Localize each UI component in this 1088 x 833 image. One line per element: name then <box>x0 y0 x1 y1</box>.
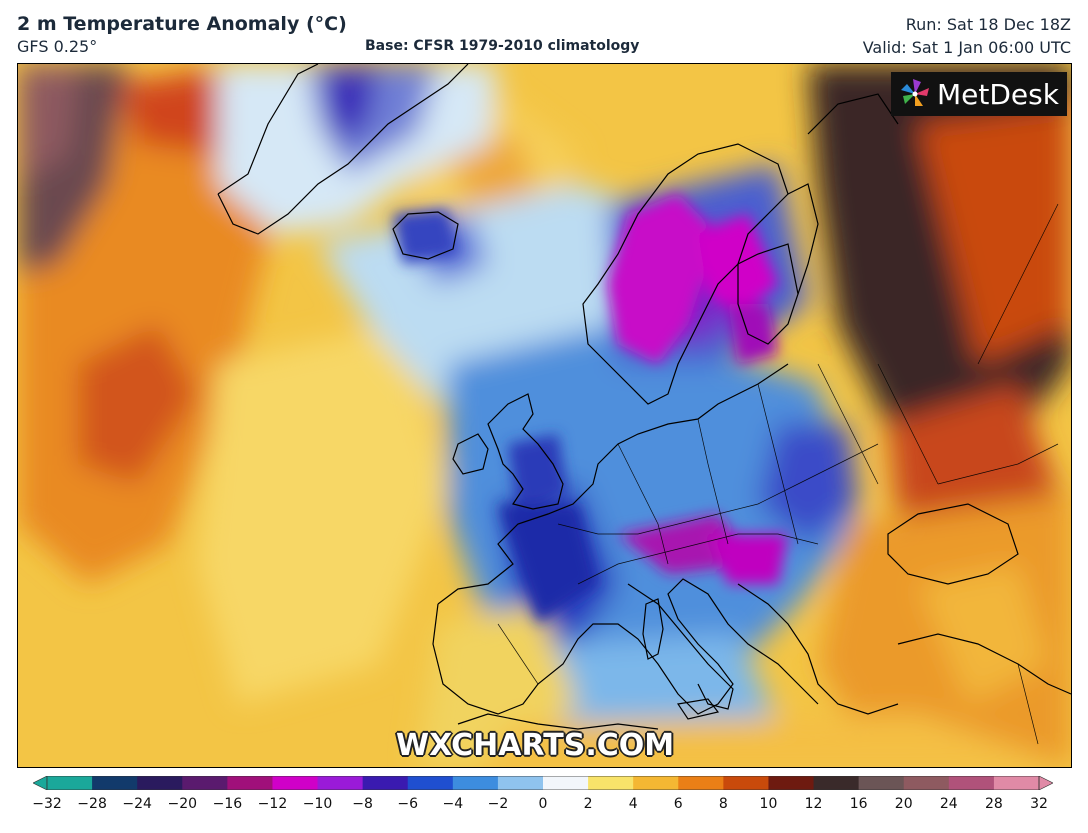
colorbar-segment <box>858 776 905 790</box>
colorbar-segment <box>317 776 364 790</box>
colorbar-tick-label: −16 <box>212 796 243 812</box>
chart-title: 2 m Temperature Anomaly (°C) <box>17 13 347 35</box>
colorbar-segment <box>362 776 409 790</box>
model-label: GFS 0.25° <box>17 37 98 56</box>
colorbar-min-arrow <box>33 776 48 790</box>
colorbar-tick-label: −20 <box>167 796 198 812</box>
logo-text: MetDesk <box>937 77 1059 111</box>
country-borders <box>497 203 1059 745</box>
colorbar-segment <box>588 776 634 790</box>
colorbar-segment <box>768 776 815 790</box>
colorbar-tick-label: 8 <box>718 796 728 812</box>
colorbar-tick-label: 20 <box>894 796 913 812</box>
colorbar-segment <box>678 776 724 790</box>
colorbar-segment <box>497 776 544 790</box>
colorbar-segment <box>407 776 454 790</box>
colorbar-tick-label: 32 <box>1030 796 1048 812</box>
colorbar-segment <box>272 776 319 790</box>
colorbar-segment <box>47 776 93 790</box>
anomaly-map[interactable]: MetDesk WXCHARTS.COM <box>17 63 1072 768</box>
map-canvas <box>18 64 1071 767</box>
colorbar-ticks: −32 −28 −24 −20 −16 −12 −10 −8 −6 −4 −2 0 2 4 6 8 10 12 16… <box>0 796 1088 818</box>
colorbar-segment <box>452 776 499 790</box>
colorbar-tick-label: −2 <box>487 796 509 812</box>
colorbar-segment <box>948 776 995 790</box>
colorbar-segment <box>227 776 273 790</box>
colorbar-tick-label: 4 <box>628 796 638 812</box>
colorbar-tick-label: −24 <box>122 796 152 812</box>
colorbar <box>33 776 1053 790</box>
colorbar-segment <box>633 776 679 790</box>
colorbar-tick-label: 12 <box>804 796 823 812</box>
colorbar-frame <box>46 776 1040 790</box>
colorbar-tick-label: −10 <box>302 796 333 812</box>
colorbar-tick-label: −32 <box>32 796 62 812</box>
colorbar-segment <box>993 776 1040 790</box>
metdesk-logo: MetDesk <box>891 72 1067 116</box>
colorbar-tick-label: 0 <box>538 796 548 812</box>
wxcharts-watermark: WXCHARTS.COM <box>396 728 675 763</box>
colorbar-tick-label: 6 <box>673 796 683 812</box>
colorbar-segment <box>92 776 138 790</box>
colorbar-max-arrow <box>1038 776 1053 790</box>
colorbar-tick-label: −6 <box>397 796 419 812</box>
colorbar-tick-label: −28 <box>77 796 107 812</box>
pinwheel-icon <box>901 79 929 106</box>
colorbar-tick-label: −4 <box>442 796 464 812</box>
colorbar-segment <box>903 776 950 790</box>
valid-time-label: Valid: Sat 1 Jan 06:00 UTC <box>862 38 1071 57</box>
colorbar-tick-label: 16 <box>849 796 868 812</box>
colorbar-tick-label: −8 <box>352 796 373 812</box>
colorbar-tick-label: −12 <box>257 796 288 812</box>
run-time-label: Run: Sat 18 Dec 18Z <box>905 15 1071 34</box>
colorbar-segment <box>543 776 589 790</box>
climatology-base-label: Base: CFSR 1979-2010 climatology <box>365 38 640 54</box>
colorbar-segment <box>182 776 228 790</box>
colorbar-tick-label: 10 <box>759 796 778 812</box>
colorbar-segment <box>723 776 769 790</box>
colorbar-tick-label: 2 <box>583 796 593 812</box>
colorbar-tick-label: 24 <box>939 796 958 812</box>
colorbar-segment <box>813 776 860 790</box>
colorbar-tick-label: 28 <box>984 796 1003 812</box>
colorbar-segment <box>137 776 183 790</box>
coastlines <box>217 64 1071 730</box>
